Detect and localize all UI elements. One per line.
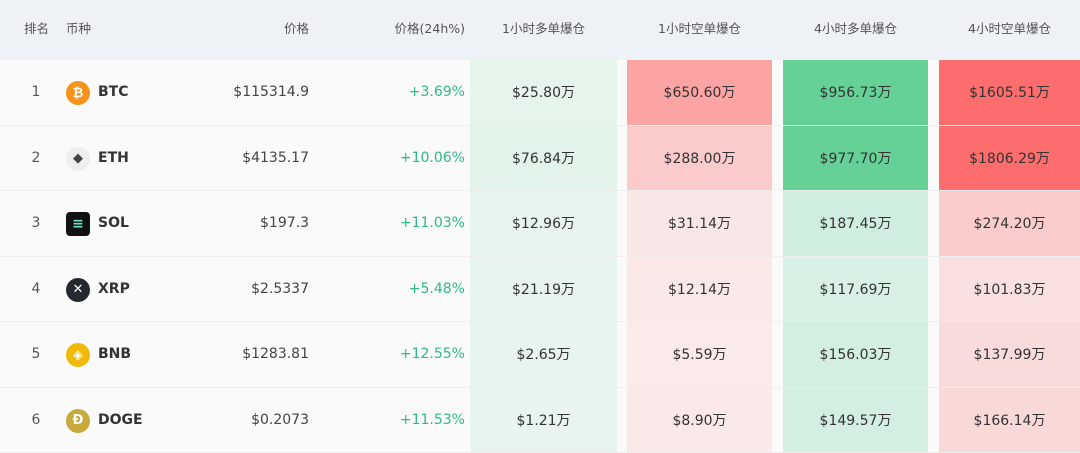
- liq-1h-long: $2.65万: [470, 322, 617, 387]
- liq-1h-short: $8.90万: [627, 388, 772, 453]
- table-row[interactable]: 2 ◆ ETH $4135.17 +10.06%$76.84万$288.00万$…: [0, 126, 1080, 192]
- header-rank[interactable]: 排名: [24, 18, 49, 37]
- liq-1h-long: $76.84万: [470, 126, 617, 191]
- table-row[interactable]: 6 Ð DOGE $0.2073 +11.53% $1.21万$8.90万$149…: [0, 388, 1080, 453]
- coin-symbol[interactable]: DOGE: [98, 412, 143, 428]
- rank: 6: [22, 412, 50, 428]
- rank: 2: [22, 150, 50, 166]
- price: $0.2073: [251, 412, 309, 428]
- liq-4h-long: $117.69万: [783, 257, 928, 322]
- table-row[interactable]: 4 ✕ XRP $2.5337 +5.48% $21.19万$12.14万$117…: [0, 257, 1080, 323]
- coin-symbol[interactable]: BNB: [98, 346, 131, 362]
- price-change: +12.55%: [400, 346, 465, 362]
- liq-1h-short: $5.59万: [627, 322, 772, 387]
- rank: 3: [22, 215, 50, 231]
- coin-symbol[interactable]: ETH: [98, 150, 129, 166]
- price-change: +10.06%: [400, 150, 465, 166]
- price-change: +5.48%: [409, 281, 465, 297]
- liq-1h-short: $31.14万: [627, 191, 772, 256]
- liq-1h-short: $288.00万: [627, 126, 772, 191]
- liq-4h-long: $149.57万: [783, 388, 928, 453]
- liq-4h-short: $274.20万: [939, 191, 1080, 256]
- liq-4h-short: $137.99万: [939, 322, 1080, 387]
- header-1h-short[interactable]: 1小时空单爆仓: [627, 18, 772, 37]
- rank: 1: [22, 84, 50, 100]
- liq-4h-long: $977.70万: [783, 126, 928, 191]
- bnb-icon: ◈: [66, 343, 90, 367]
- liq-1h-short: $650.60万: [627, 60, 772, 125]
- header-4h-short[interactable]: 4小时空单爆仓: [939, 18, 1080, 37]
- liq-4h-long: $187.45万: [783, 191, 928, 256]
- liq-1h-long: $1.21万: [470, 388, 617, 453]
- liq-4h-long: $156.03万: [783, 322, 928, 387]
- liq-4h-short: $101.83万: [939, 257, 1080, 322]
- coin-symbol[interactable]: SOL: [98, 215, 129, 231]
- table-row[interactable]: 1 ₿ BTC $115314.9 +3.69%$25.80万$650.60万$…: [0, 60, 1080, 126]
- liq-4h-short: $166.14万: [939, 388, 1080, 453]
- coin-symbol[interactable]: XRP: [98, 281, 130, 297]
- liq-1h-short: $12.14万: [627, 257, 772, 322]
- table-row[interactable]: 3 ≡ SOL $197.3 +11.03% $12.96万$31.14万$187…: [0, 191, 1080, 257]
- table-row[interactable]: 5 ◈ BNB $1283.81 +12.55% $2.65万$5.59万$156…: [0, 322, 1080, 388]
- liq-1h-long: $25.80万: [470, 60, 617, 125]
- price: $2.5337: [251, 281, 309, 297]
- ethereum-icon: ◆: [66, 147, 90, 171]
- header-coin[interactable]: 币种: [66, 18, 91, 37]
- liq-4h-short: $1605.51万: [939, 60, 1080, 125]
- xrp-icon: ✕: [66, 278, 90, 302]
- header-price[interactable]: 价格: [284, 18, 309, 37]
- price: $4135.17: [242, 150, 309, 166]
- price: $1283.81: [242, 346, 309, 362]
- liq-4h-short: $1806.29万: [939, 126, 1080, 191]
- price: $197.3: [260, 215, 309, 231]
- coin-symbol[interactable]: BTC: [98, 84, 129, 100]
- header-4h-long[interactable]: 4小时多单爆仓: [783, 18, 928, 37]
- liq-1h-long: $12.96万: [470, 191, 617, 256]
- solana-icon: ≡: [66, 212, 90, 236]
- price: $115314.9: [233, 84, 309, 100]
- liq-1h-long: $21.19万: [470, 257, 617, 322]
- table-header: 排名 币种 价格 价格(24h%) 1小时多单爆仓 1小时空单爆仓 4小时多单爆…: [0, 0, 1080, 60]
- price-change: +11.03%: [400, 215, 465, 231]
- price-change: +3.69%: [409, 84, 465, 100]
- dogecoin-icon: Ð: [66, 409, 90, 433]
- rank: 5: [22, 346, 50, 362]
- header-1h-long[interactable]: 1小时多单爆仓: [470, 18, 617, 37]
- header-change[interactable]: 价格(24h%): [395, 18, 465, 37]
- liq-4h-long: $956.73万: [783, 60, 928, 125]
- price-change: +11.53%: [400, 412, 465, 428]
- rank: 4: [22, 281, 50, 297]
- bitcoin-icon: ₿: [66, 81, 90, 105]
